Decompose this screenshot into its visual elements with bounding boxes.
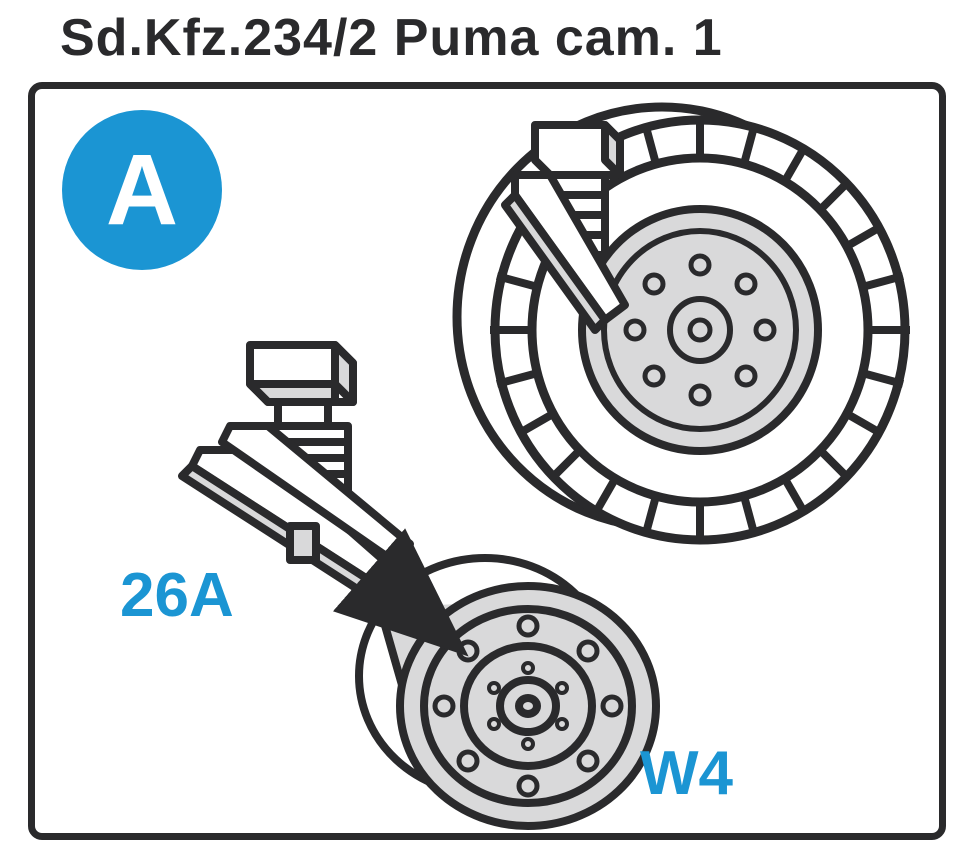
assembly-arrow-icon xyxy=(0,0,973,855)
page: Sd.Kfz.234/2 Puma cam. 1 A xyxy=(0,0,973,855)
label-axle-26a: 26A xyxy=(120,560,234,631)
label-hub-w4: W4 xyxy=(640,738,733,809)
